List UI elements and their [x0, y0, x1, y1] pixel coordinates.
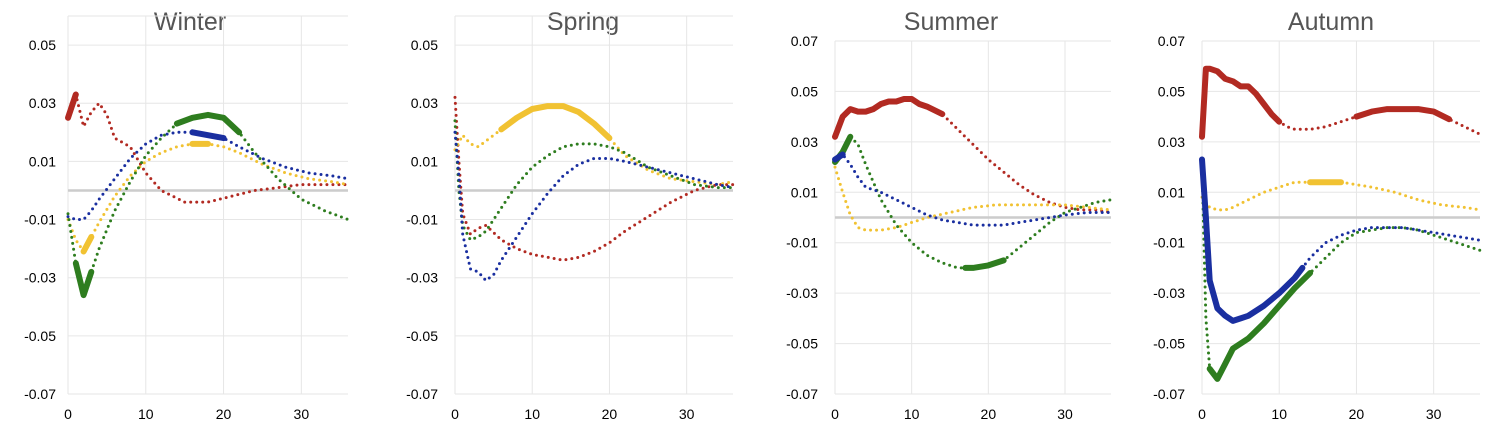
autumn-blue-significant-segment	[1199, 156, 1306, 324]
winter-yellow-series-line	[66, 142, 350, 253]
summer-green-significant-segment	[962, 257, 1007, 271]
spring-x-tick-label: 10	[524, 406, 540, 422]
winter-green-significant-segment	[173, 111, 243, 136]
summer-y-tick-label: 0.05	[791, 83, 818, 99]
summer-y-tick-label: 0.03	[791, 134, 818, 150]
summer-yellow-series-line	[833, 165, 1113, 232]
autumn-y-tick-label: 0.05	[1158, 83, 1185, 99]
spring-y-tick-label: -0.07	[406, 386, 438, 402]
autumn-panel: Autumn 0.07 0.05 0.03 0.01 -0.01 -0.03 -0.05 -0…	[1153, 8, 1482, 422]
autumn-y-tick-label: 0.07	[1158, 33, 1185, 49]
winter-y-tick-label: -0.07	[24, 386, 56, 402]
summer-panel: Summer 0.07 0.05 0.03 0.01 -0.01 -0.03 -0.05 -0…	[786, 8, 1113, 422]
autumn-x-tick-label: 20	[1349, 406, 1365, 422]
autumn-y-tick-label: -0.01	[1153, 235, 1185, 251]
winter-yellow-significant-segment	[80, 234, 95, 255]
spring-x-tick-label: 20	[602, 406, 618, 422]
autumn-x-tick-label: 0	[1198, 406, 1206, 422]
winter-green-significant-segment	[72, 260, 95, 299]
spring-y-tick-label: 0.01	[411, 153, 438, 169]
autumn-red-series-line	[1200, 67, 1482, 139]
summer-y-tick-label: -0.01	[786, 235, 818, 251]
summer-x-tick-label: 30	[1057, 406, 1073, 422]
summer-title: Summer	[904, 8, 998, 36]
summer-green-series-line	[833, 135, 1113, 270]
spring-x-tick-label: 30	[679, 406, 695, 422]
autumn-x-tick-label: 30	[1426, 406, 1442, 422]
winter-red-series-line	[66, 93, 350, 204]
winter-red-significant-segment	[65, 91, 79, 121]
summer-y-tick-label: 0.01	[791, 184, 818, 200]
winter-x-tick-label: 20	[216, 406, 232, 422]
summer-blue-series-line	[833, 153, 1113, 227]
summer-y-tick-label: -0.07	[786, 386, 818, 402]
spring-red-series-line	[453, 95, 735, 262]
winter-panel: Winter 0.05 0.03 0.01 -0.01 -0.03 -0.05 -0.07 0…	[24, 8, 350, 422]
autumn-y-tick-label: -0.03	[1153, 285, 1185, 301]
autumn-title: Autumn	[1288, 8, 1374, 36]
autumn-yellow-series-line	[1200, 180, 1482, 212]
autumn-red-significant-segment	[1199, 65, 1283, 140]
winter-blue-significant-segment	[189, 129, 227, 142]
summer-x-tick-label: 20	[981, 406, 997, 422]
winter-blue-series-line	[66, 130, 350, 221]
summer-y-tick-label: -0.03	[786, 285, 818, 301]
autumn-y-tick-label: 0.03	[1158, 134, 1185, 150]
winter-y-tick-label: -0.05	[24, 328, 56, 344]
autumn-y-tick-label: -0.05	[1153, 336, 1185, 352]
autumn-blue-series-line	[1200, 158, 1482, 323]
autumn-green-series-line	[1200, 165, 1482, 381]
winter-y-tick-label: -0.01	[24, 212, 56, 228]
winter-x-tick-label: 10	[138, 406, 154, 422]
spring-y-tick-label: 0.03	[411, 95, 438, 111]
winter-y-tick-label: 0.05	[29, 37, 56, 53]
spring-y-tick-label: -0.05	[406, 328, 438, 344]
summer-blue-significant-segment	[832, 151, 846, 163]
autumn-red-significant-segment	[1353, 106, 1453, 123]
summer-x-tick-label: 0	[831, 406, 839, 422]
winter-x-tick-label: 30	[294, 406, 310, 422]
autumn-x-tick-label: 10	[1271, 406, 1287, 422]
winter-y-tick-label: 0.01	[29, 153, 56, 169]
spring-y-tick-label: 0.05	[411, 37, 438, 53]
spring-y-tick-label: -0.01	[406, 212, 438, 228]
spring-title: Spring	[547, 8, 619, 36]
winter-x-tick-label: 0	[64, 406, 72, 422]
summer-x-tick-label: 10	[904, 406, 920, 422]
spring-yellow-series-line	[453, 104, 735, 187]
spring-green-series-line	[453, 119, 735, 242]
autumn-y-tick-label: -0.07	[1153, 386, 1185, 402]
spring-yellow-significant-segment	[498, 103, 613, 142]
winter-y-tick-label: -0.03	[24, 270, 56, 286]
autumn-green-significant-segment	[1206, 270, 1314, 382]
winter-y-tick-label: 0.03	[29, 95, 56, 111]
spring-x-tick-label: 0	[451, 406, 459, 422]
autumn-y-tick-label: 0.01	[1158, 184, 1185, 200]
spring-blue-series-line	[453, 130, 735, 283]
summer-red-series-line	[833, 97, 1113, 214]
winter-title: Winter	[154, 8, 226, 36]
spring-panel: Spring 0.05 0.03 0.01 -0.01 -0.03 -0.05 -0.07 0…	[406, 8, 735, 422]
spring-y-tick-label: -0.03	[406, 270, 438, 286]
summer-y-tick-label: -0.05	[786, 336, 818, 352]
summer-red-significant-segment	[832, 96, 946, 140]
summer-y-tick-label: 0.07	[791, 33, 818, 49]
